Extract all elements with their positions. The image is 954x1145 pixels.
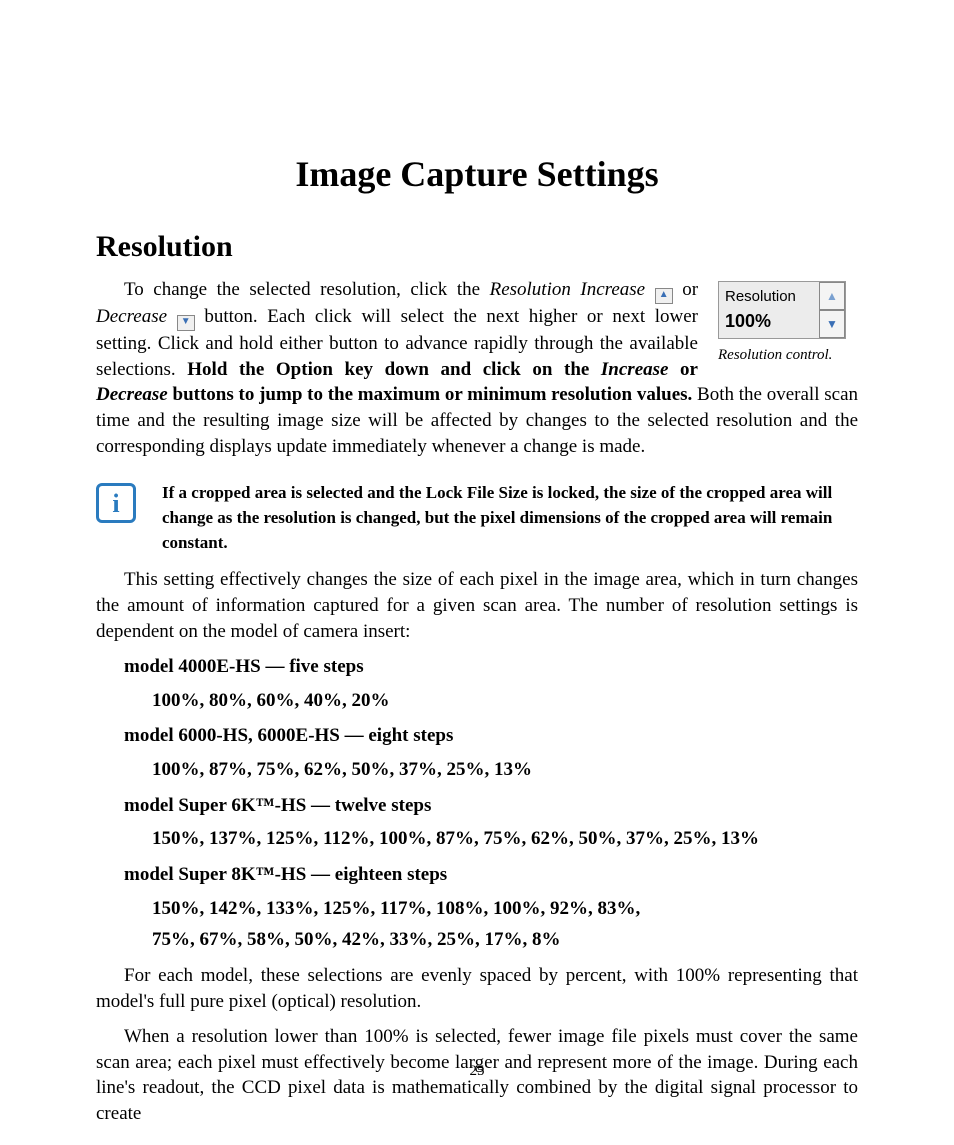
resolution-control-figure: Resolution 100% ▲ ▼ Resolution control.	[718, 281, 858, 365]
page-title: Image Capture Settings	[96, 150, 858, 199]
info-icon: i	[96, 483, 136, 523]
decrease-button[interactable]: ▼	[819, 310, 845, 338]
figure-caption: Resolution control.	[718, 345, 858, 365]
model-entry: model 6000-HS, 6000E-HS — eight steps 100…	[96, 723, 858, 782]
model-heading: model 6000-HS, 6000E-HS — eight steps	[124, 723, 858, 749]
info-note: i If a cropped area is selected and the …	[96, 481, 858, 555]
model-values: 150%, 137%, 125%, 112%, 100%, 87%, 75%, …	[152, 826, 858, 852]
model-entry: model Super 6K™-HS — twelve steps 150%, 1…	[96, 793, 858, 852]
inline-increase-icon: ▲	[655, 288, 673, 304]
model-entry: model Super 8K™-HS — eighteen steps 150%,…	[96, 862, 858, 953]
model-values: 75%, 67%, 58%, 50%, 42%, 33%, 25%, 17%, …	[152, 927, 858, 953]
model-values: 100%, 87%, 75%, 62%, 50%, 37%, 25%, 13%	[152, 757, 858, 783]
resolution-label: Resolution	[725, 287, 813, 307]
model-values: 100%, 80%, 60%, 40%, 20%	[152, 688, 858, 714]
model-heading: model Super 6K™-HS — twelve steps	[124, 793, 858, 819]
model-entry: model 4000E-HS — five steps 100%, 80%, 60…	[96, 654, 858, 713]
resolution-value: 100%	[725, 309, 813, 333]
paragraph-3: For each model, these selections are eve…	[96, 963, 858, 1014]
paragraph-2: This setting effectively changes the siz…	[96, 567, 858, 644]
info-note-text: If a cropped area is selected and the Lo…	[162, 481, 858, 555]
increase-button[interactable]: ▲	[819, 282, 845, 310]
resolution-widget: Resolution 100% ▲ ▼	[718, 281, 846, 339]
model-heading: model Super 8K™-HS — eighteen steps	[124, 862, 858, 888]
section-heading: Resolution	[96, 227, 858, 268]
model-values: 150%, 142%, 133%, 125%, 117%, 108%, 100%…	[152, 896, 858, 922]
inline-decrease-icon: ▼	[177, 315, 195, 331]
model-heading: model 4000E-HS — five steps	[124, 654, 858, 680]
page-number: 25	[0, 1061, 954, 1081]
